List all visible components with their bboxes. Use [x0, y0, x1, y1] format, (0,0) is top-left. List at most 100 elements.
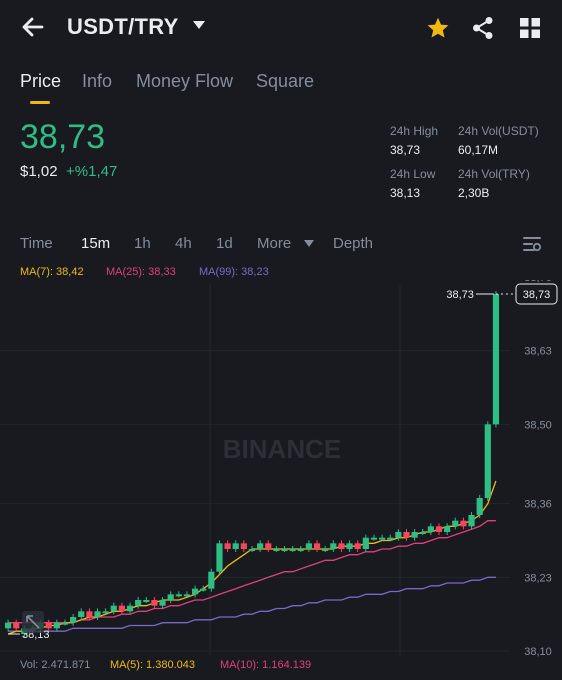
candle-up [53, 622, 60, 629]
candle-down [151, 600, 158, 606]
candle-up [444, 526, 451, 532]
candle-up [379, 537, 386, 540]
caret-down-icon[interactable] [304, 240, 314, 248]
ma7-legend: MA(7): 38,42 [20, 266, 84, 278]
tab-info[interactable]: Info [82, 71, 113, 91]
y-tick-label: 38,23 [524, 572, 552, 584]
candle-up [70, 617, 77, 623]
y-tick-label: 38,50 [524, 419, 552, 431]
price-change: +%1,47 [66, 163, 118, 180]
candle-up [143, 600, 150, 602]
candle-up [387, 537, 394, 540]
y-tick-label: 38,76 [524, 280, 552, 284]
stat-vol-usdt-value: 60,17M [458, 143, 499, 157]
candles [4, 291, 500, 637]
stat-vol-try-label: 24h Vol(TRY) [458, 167, 530, 181]
tab-square[interactable]: Square [256, 71, 315, 91]
last-price-box [515, 283, 558, 305]
interval-1d[interactable]: 1d [216, 235, 233, 252]
caret-down-icon[interactable] [192, 20, 206, 30]
candle-up [159, 600, 166, 606]
candle-up [370, 537, 378, 540]
pair-title[interactable]: USDT/TRY [67, 14, 179, 39]
candle-up [248, 549, 256, 551]
interval-1h[interactable]: 1h [134, 235, 151, 252]
candle-down [313, 543, 321, 549]
interval-more[interactable]: More [257, 235, 292, 252]
candle-up [289, 549, 296, 551]
expand-icon [22, 611, 44, 633]
candle-up [257, 543, 264, 549]
candle-up [175, 594, 182, 597]
ma99-legend: MA(99): 38,23 [199, 266, 269, 278]
candle-up [110, 605, 117, 612]
candle-up [4, 622, 12, 629]
candle-up [362, 537, 369, 549]
volume-ma5-legend: MA(5): 1.380.043 [110, 659, 195, 671]
candle-up [305, 543, 313, 549]
candle-up [126, 605, 134, 612]
candle-up [419, 532, 426, 534]
candle-up [208, 571, 215, 589]
candle-up [281, 549, 288, 551]
chart-gridlines [0, 285, 510, 655]
candle-up [468, 515, 475, 527]
y-tick-label: 38,10 [524, 646, 552, 658]
last-price-label: 38,73 [523, 289, 551, 301]
candle-down [354, 543, 361, 549]
interval-depth[interactable]: Depth [333, 235, 374, 252]
tab-money-flow[interactable]: Money Flow [136, 71, 234, 91]
candle-up [167, 594, 174, 600]
stat-high-value: 38,73 [390, 143, 421, 157]
interval-time[interactable]: Time [20, 235, 53, 252]
candle-up [135, 600, 142, 606]
interval-4h[interactable]: 4h [175, 235, 192, 252]
candle-down [338, 543, 345, 549]
candle-down [86, 611, 93, 617]
candle-down [265, 543, 272, 549]
candle-down [45, 622, 52, 629]
candle-down [435, 526, 443, 532]
candle-up [452, 520, 459, 527]
candle-down [240, 543, 247, 549]
high-marker-label: 38,73 [446, 289, 474, 301]
candle-down [118, 605, 125, 612]
candle-up [322, 549, 329, 551]
candle-down [403, 532, 410, 538]
candle-up [427, 526, 434, 532]
candle-up [395, 532, 402, 538]
volume-legend: Vol: 2.471.871 [20, 659, 91, 671]
candle-up [411, 532, 418, 538]
candle-up [297, 549, 304, 551]
stat-vol-usdt-label: 24h Vol(USDT) [458, 124, 539, 138]
ma99-line [8, 576, 496, 632]
usd-price: $1,02 [20, 163, 58, 180]
interval-15m[interactable]: 15m [81, 235, 111, 252]
candle-up [492, 294, 500, 425]
stat-high-label: 24h High [390, 124, 439, 138]
star-icon[interactable] [426, 16, 450, 40]
candle-up [232, 543, 239, 549]
candle-up [216, 543, 223, 572]
candle-up [484, 424, 491, 498]
back-arrow-icon[interactable] [18, 12, 48, 42]
candlestick-chart[interactable]: BINANCE 38,76 38,63 38,50 38,36 38,23 38,10 3… [0, 280, 562, 680]
candle-up [273, 549, 280, 551]
grid-icon[interactable] [519, 17, 541, 39]
candle-up [476, 498, 483, 515]
volume-ma10-legend: MA(10): 1.164.139 [220, 659, 312, 671]
tab-price[interactable]: Price [20, 71, 62, 91]
candle-down [224, 543, 231, 549]
stat-low-value: 38,13 [390, 186, 421, 200]
chart-settings-icon[interactable] [522, 235, 542, 253]
y-axis: 38,76 38,63 38,50 38,36 38,23 38,10 [524, 280, 552, 658]
candle-up [200, 588, 207, 591]
ma25-line [8, 520, 496, 624]
share-icon[interactable] [472, 16, 494, 40]
candle-up [191, 588, 199, 595]
stat-low-label: 24h Low [390, 167, 436, 181]
binance-watermark: BINANCE [223, 434, 341, 464]
candle-up [78, 611, 85, 617]
y-tick-label: 38,63 [524, 346, 552, 358]
